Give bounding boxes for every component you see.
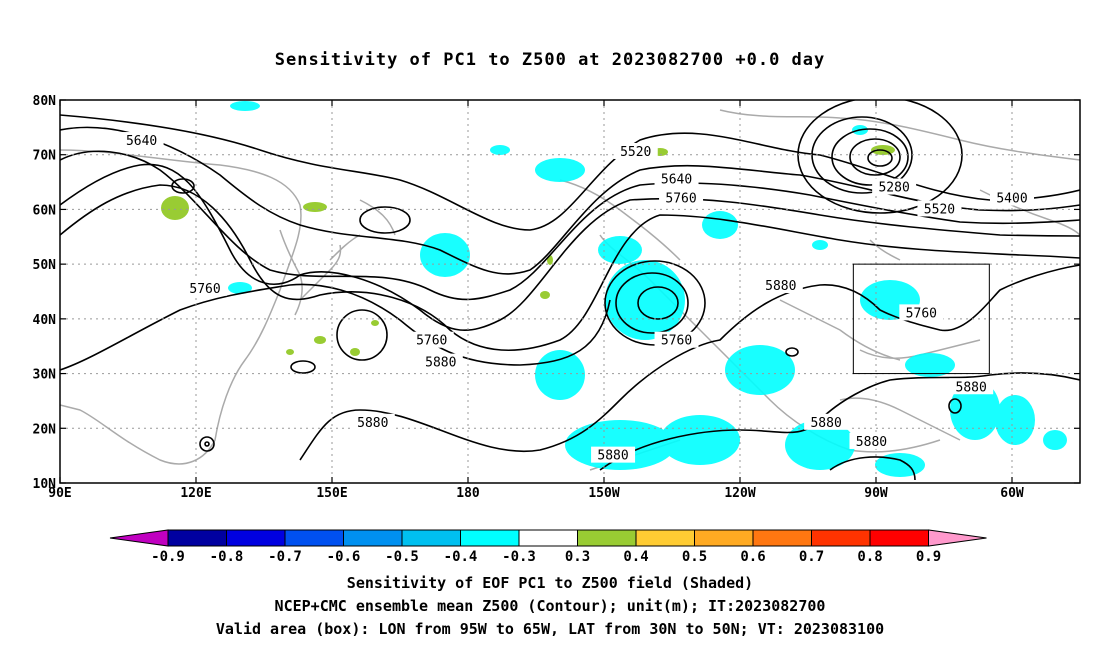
- colorbar-swatch: [694, 529, 754, 547]
- contour-label-bg: [183, 279, 228, 296]
- colorbar-arrow-high: [928, 529, 987, 547]
- lat-tick-label: 30N: [33, 368, 57, 383]
- lon-tick-label: 180: [456, 486, 480, 501]
- lon-tick-label: 60W: [1000, 486, 1024, 501]
- colorbar-swatch: [635, 529, 695, 547]
- lat-tick-label: 80N: [33, 94, 57, 109]
- lon-tick-label: 150E: [316, 486, 347, 501]
- contour-label-bg: [917, 200, 962, 217]
- colorbar-label: -0.5: [385, 549, 419, 565]
- lon-tick-label: 150W: [588, 486, 619, 501]
- contour-label-bg: [654, 170, 699, 187]
- contour-label: 5520: [924, 202, 955, 217]
- colorbar-swatch: [460, 529, 520, 547]
- contour-label-bg: [409, 331, 454, 348]
- colorbar-swatch: [343, 529, 403, 547]
- contour-label-bg: [872, 178, 917, 195]
- colorbar: -0.9 -0.8 -0.7 -0.6 -0.5 -0.4 -0.3 0.3 0.4 0.5 0.6…: [109, 529, 987, 565]
- contour-label: 5400: [996, 191, 1027, 206]
- contour-label: 5280: [878, 181, 909, 196]
- colorbar-label: 0.8: [857, 549, 882, 565]
- contour-label-bg: [899, 304, 944, 321]
- colorbar-swatch: [577, 529, 637, 547]
- contour-labels: 5640 5520 5640 5760 5280 5400 5520 5880 5760 5760…: [119, 132, 1034, 464]
- colorbar-label: -0.7: [268, 549, 302, 565]
- caption-shaded: Sensitivity of EOF PC1 to Z500 field (Sh…: [346, 574, 754, 592]
- contour-label-bg: [350, 413, 395, 430]
- contour-label: 5880: [357, 416, 388, 431]
- valid-area-box: [852, 263, 990, 375]
- map-frame: [59, 99, 1081, 484]
- colorbar-label: 0.7: [799, 549, 824, 565]
- contour-label-bg: [418, 353, 463, 370]
- colorbar-label: -0.6: [327, 549, 361, 565]
- contour-label: 5880: [597, 449, 628, 464]
- colorbar-label: -0.3: [502, 549, 536, 565]
- caption-valid-area: Valid area (box): LON from 95W to 65W, L…: [215, 620, 885, 638]
- lat-tick-label: 20N: [33, 422, 57, 437]
- colorbar-label: -0.9: [151, 549, 185, 565]
- map-title: Sensitivity of PC1 to Z500 at 2023082700…: [274, 50, 826, 70]
- colorbar-arrow-low: [109, 529, 169, 547]
- contour-label-bg: [804, 413, 849, 430]
- contour-label-bg: [949, 378, 994, 395]
- colorbar-label: 0.6: [740, 549, 765, 565]
- colorbar-swatch: [869, 529, 929, 547]
- lat-tick-label: 70N: [33, 149, 57, 164]
- contour-label: 5880: [956, 380, 987, 395]
- contour-label: 5880: [810, 416, 841, 431]
- colorbar-swatch: [167, 529, 227, 547]
- z500-contours: [60, 100, 1080, 481]
- colorbar-label: 0.9: [916, 549, 941, 565]
- lon-tick-label: 120E: [180, 486, 211, 501]
- contour-label: 5520: [620, 145, 651, 160]
- colorbar-label: -0.8: [210, 549, 244, 565]
- colorbar-swatch: [811, 529, 871, 547]
- contour-label: 5760: [665, 191, 696, 206]
- contour-label: 5760: [661, 334, 692, 349]
- lon-tick-label: 90E: [48, 486, 71, 501]
- lon-tick-label: 120W: [724, 486, 755, 501]
- gridlines: [60, 100, 1080, 483]
- lat-tick-label: 10N: [33, 477, 57, 492]
- lat-tick-label: 40N: [33, 313, 57, 328]
- lon-tick-label: 90W: [864, 486, 888, 501]
- contour-label-bg: [758, 277, 803, 294]
- lat-tick-label: 50N: [33, 258, 57, 273]
- contour-label: 5880: [856, 435, 887, 450]
- contour-label: 5640: [661, 172, 692, 187]
- contour-label-bg: [119, 132, 164, 149]
- contour-label-bg: [659, 189, 704, 206]
- colorbar-label: -0.4: [444, 549, 478, 565]
- contour-label-bg: [654, 331, 699, 348]
- colorbar-label: 0.4: [623, 549, 648, 565]
- contour-label-bg: [591, 446, 636, 463]
- contour-label: 5760: [189, 282, 220, 297]
- lat-tick-label: 60N: [33, 203, 57, 218]
- caption-contour: NCEP+CMC ensemble mean Z500 (Contour); u…: [274, 597, 826, 615]
- contour-label: 5640: [126, 134, 157, 149]
- contour-label-bg: [613, 142, 658, 159]
- colorbar-swatch: [518, 529, 578, 547]
- colorbar-swatch: [752, 529, 812, 547]
- colorbar-swatch: [226, 529, 286, 547]
- contour-label-bg: [849, 432, 894, 449]
- contour-label: 5760: [906, 306, 937, 321]
- contour-label: 5760: [416, 334, 447, 349]
- contour-label: 5880: [425, 356, 456, 371]
- colorbar-swatch: [284, 529, 344, 547]
- contour-label-bg: [990, 189, 1034, 206]
- colorbar-label: 0.5: [682, 549, 707, 565]
- contour-label: 5880: [765, 279, 796, 294]
- colorbar-label: 0.3: [565, 549, 590, 565]
- colorbar-swatch: [401, 529, 461, 547]
